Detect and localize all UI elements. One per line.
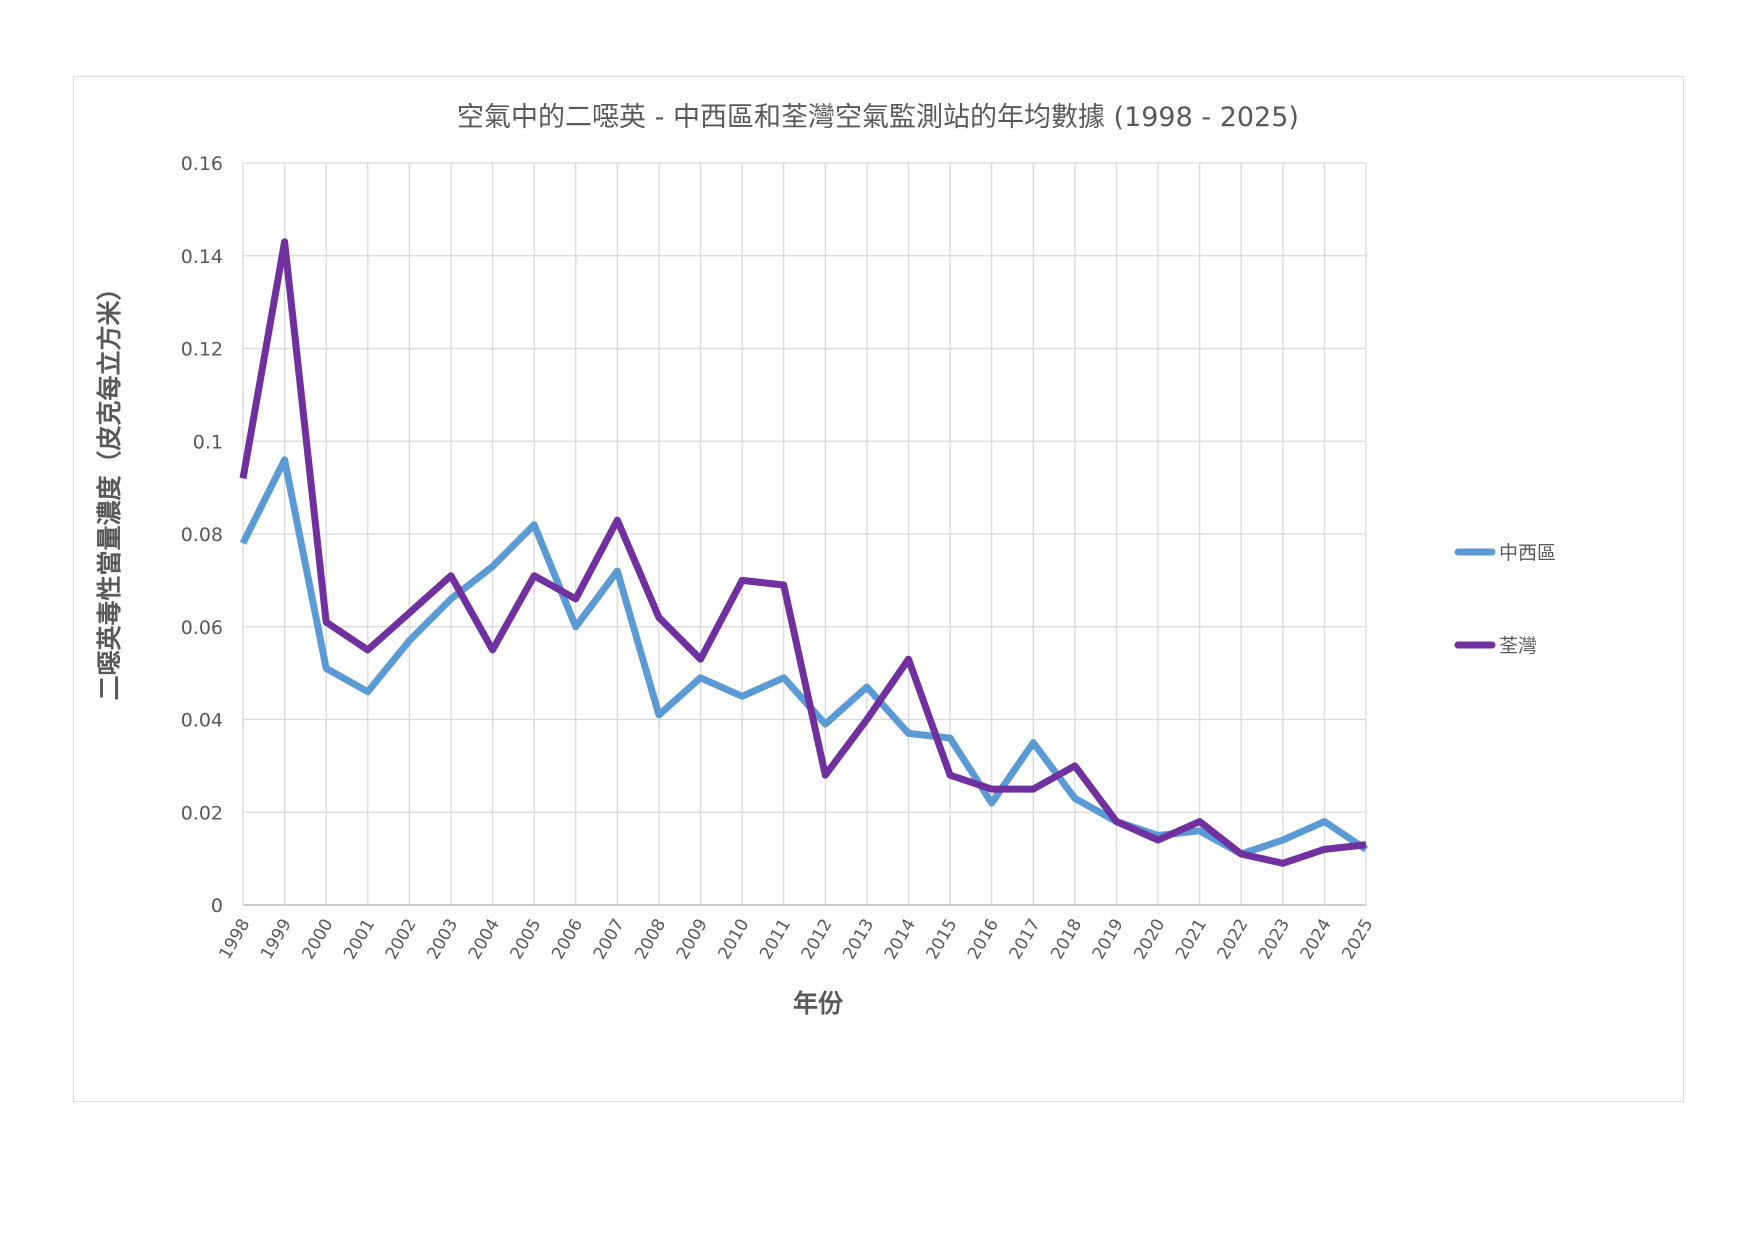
chart-title: 空氣中的二噁英 - 中西區和荃灣空氣監測站的年均數據 (1998 - 2025) xyxy=(457,102,1299,133)
x-tick-label: 2010 xyxy=(714,916,753,963)
series-lines xyxy=(239,238,1368,867)
y-tick-label: 0.08 xyxy=(181,524,223,546)
x-tick-label: 2023 xyxy=(1255,916,1294,963)
x-tick-label: 1998 xyxy=(215,916,254,963)
x-tick-label: 2006 xyxy=(548,916,587,963)
x-tick-label: 2003 xyxy=(423,916,462,963)
x-tick-label: 2022 xyxy=(1214,916,1253,963)
x-tick-label: 2005 xyxy=(507,916,546,963)
series-line-1 xyxy=(239,456,1368,858)
y-tick-label: 0.16 xyxy=(181,153,223,175)
y-tick-label: 0.02 xyxy=(181,802,223,824)
x-axis-title: 年份 xyxy=(793,989,843,1018)
x-tick-label: 2016 xyxy=(964,916,1003,963)
x-tick-label: 2011 xyxy=(756,916,795,963)
x-tick-label: 2019 xyxy=(1089,916,1128,963)
x-tick-label: 2000 xyxy=(299,916,338,963)
x-tick-label: 1999 xyxy=(257,916,296,963)
x-tick-label: 2001 xyxy=(340,916,379,963)
x-tick-label: 2017 xyxy=(1006,916,1045,963)
x-tick-label: 2008 xyxy=(631,916,670,963)
gridlines xyxy=(242,162,1367,906)
x-axis-ticks: 1998 1999 2000 2001 2002 2003 2004 2005 2006 2007… xyxy=(215,916,1377,963)
x-tick-label: 2014 xyxy=(881,916,920,963)
x-tick-label: 2004 xyxy=(465,916,504,963)
y-tick-label: 0.12 xyxy=(181,339,223,361)
x-tick-label: 2009 xyxy=(673,916,712,963)
legend-label: 中西區 xyxy=(1499,542,1556,564)
x-tick-label: 2024 xyxy=(1297,916,1336,963)
legend-label: 荃灣 xyxy=(1499,635,1537,657)
series-line-2 xyxy=(239,238,1367,867)
x-tick-label: 2013 xyxy=(839,916,878,963)
y-tick-label: 0.06 xyxy=(181,617,223,639)
x-tick-label: 2025 xyxy=(1338,916,1377,963)
chart-frame xyxy=(73,76,1684,1102)
y-tick-label: 0 xyxy=(211,895,223,917)
y-tick-label: 0.14 xyxy=(181,246,223,268)
x-tick-label: 2020 xyxy=(1130,916,1169,963)
y-tick-label: 0.04 xyxy=(181,710,223,732)
x-tick-label: 2018 xyxy=(1047,916,1086,963)
x-tick-label: 2021 xyxy=(1172,916,1211,963)
x-tick-label: 2002 xyxy=(382,916,421,963)
x-tick-label: 2012 xyxy=(798,916,837,963)
x-tick-label: 2015 xyxy=(922,916,961,963)
x-tick-label: 2007 xyxy=(590,916,629,963)
y-axis-title: 二噁英毒性當量濃度（皮克每立方米） xyxy=(95,275,124,700)
y-axis-ticks: 0 0.02 0.04 0.06 0.08 0.1 0.12 0.14 0.16 xyxy=(181,153,223,917)
y-tick-label: 0.1 xyxy=(193,431,223,453)
